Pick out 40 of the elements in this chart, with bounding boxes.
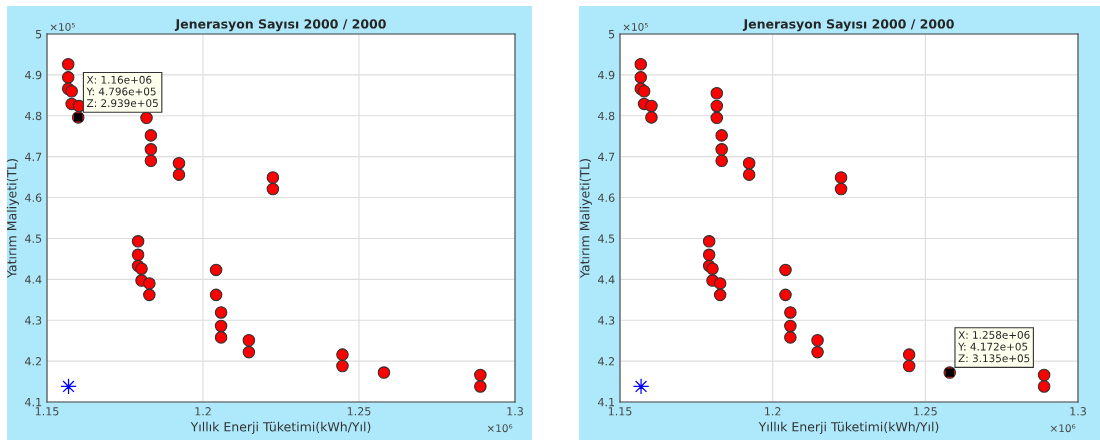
y-tick-label: 4.5 — [598, 234, 615, 243]
y-tick-label: 5 — [608, 30, 615, 39]
y-tick-label: 4.2 — [598, 357, 615, 366]
y-tick-label: 4.5 — [25, 234, 42, 243]
text: ×10⁵ — [623, 23, 648, 31]
y-tick-label: 4.3 — [25, 316, 42, 325]
x-tick-label: 1.25 — [347, 407, 371, 416]
y-tick-label: 4.6 — [598, 193, 615, 202]
text: ×10⁶ — [1050, 424, 1076, 433]
x-tick-label: 1.2 — [195, 407, 211, 416]
y-tick-label: 4.8 — [25, 111, 42, 121]
chart-title: Jenerasyon Sayısı 2000 / 2000 — [174, 19, 386, 32]
y-tick-label: 4.7 — [598, 152, 615, 161]
y-tick-label: 4.9 — [25, 70, 42, 80]
y-tick-label: 4.1 — [25, 398, 42, 407]
y-tick-label: 4.8 — [598, 111, 615, 121]
y-tick-label: 4.4 — [598, 275, 615, 284]
chart-title: Jenerasyon Sayısı 2000 / 2000 — [742, 19, 954, 32]
x-tick-label: 1.15 — [35, 407, 59, 416]
y-axis-title: Yatırım Maliyeti(TL) — [6, 159, 19, 278]
y-tick-label: 4.9 — [598, 70, 615, 80]
x-tick-label: 1.3 — [1070, 407, 1086, 416]
x-tick-label: 1.15 — [608, 407, 632, 416]
annotation: X: 1.16e+06 Y: 4.796e+05 Z: 2.939e+05 — [86, 75, 158, 108]
y-tick-label: 4.1 — [598, 398, 615, 407]
x-tick-label: 1.2 — [765, 407, 781, 416]
y-tick-label: 4.3 — [598, 316, 615, 325]
text: ×10⁶ — [487, 424, 513, 433]
y-tick-label: 4.6 — [25, 193, 42, 202]
x-axis-title: Yıllık Enerji Tüketimi(kWh/Yıl) — [758, 421, 939, 434]
x-axis-title: Yıllık Enerji Tüketimi(kWh/Yıl) — [190, 421, 371, 434]
y-tick-label: 5 — [35, 30, 42, 39]
y-axis-title: Yatırım Maliyeti(TL) — [579, 159, 592, 278]
y-tick-label: 4.4 — [25, 275, 42, 284]
x-tick-label: 1.3 — [507, 407, 523, 416]
y-tick-label: 4.2 — [25, 357, 42, 366]
y-tick-label: 4.7 — [25, 152, 42, 161]
annotation: X: 1.258e+06 Y: 4.172e+05 Z: 3.135e+05 — [958, 331, 1030, 363]
x-tick-label: 1.25 — [914, 407, 937, 416]
text: ×10⁵ — [50, 23, 75, 31]
